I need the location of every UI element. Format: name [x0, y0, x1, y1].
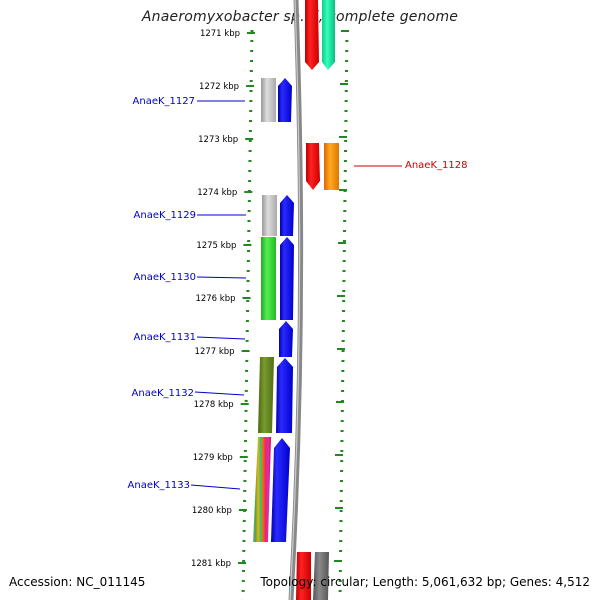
gene-leader-lines — [190, 100, 402, 490]
scale-tick-label: 1273 kbp — [198, 135, 238, 145]
scale-tick-label: 1274 kbp — [197, 188, 237, 198]
scale-tick-label: 1279 kbp — [193, 453, 233, 463]
gene-block-multicolor — [253, 437, 271, 542]
gene-block-orange — [324, 143, 339, 190]
scale-tick-label: 1281 kbp — [191, 559, 231, 569]
gene-arrow-blue — [280, 237, 294, 320]
gene-label-anaek-1128[interactable]: AnaeK_1128 — [405, 160, 467, 171]
gene-label-anaek-1129[interactable]: AnaeK_1129 — [134, 210, 196, 221]
genome-title: Anaeromyxobacter sp. K, complete genome — [141, 9, 459, 25]
gene-arrow-blue — [280, 195, 294, 236]
scale-tick-label: 1271 kbp — [200, 29, 240, 39]
gene-block-grey — [262, 195, 277, 236]
gene-arrow-blue — [276, 358, 293, 433]
gene-label-anaek-1127[interactable]: AnaeK_1127 — [133, 96, 195, 107]
gene-arrow-blue — [278, 78, 292, 122]
scale-tick-label: 1278 kbp — [194, 400, 234, 410]
gene-arrow-blue — [271, 438, 290, 542]
scale-tick-label: 1275 kbp — [196, 241, 236, 251]
accession-text: Accession: NC_011145 — [9, 575, 146, 589]
scale-tick-label: 1276 kbp — [195, 294, 235, 304]
chromosome-backbone — [288, 0, 304, 600]
scale-tick-label: 1277 kbp — [195, 347, 235, 357]
gene-block-grey — [261, 78, 276, 122]
right-ticks — [334, 30, 349, 562]
gene-block-olive — [258, 357, 274, 433]
scale-ticks: 1271 kbp 1272 kbp 1273 kbp 1274 kbp 1275 kbp… — [191, 29, 255, 569]
left-guide-track — [241, 29, 254, 600]
scale-tick-label: 1272 kbp — [199, 82, 239, 92]
gene-block-dark — [313, 552, 329, 600]
gene-label-anaek-1130[interactable]: AnaeK_1130 — [134, 272, 196, 283]
chromosome-backbone-highlight — [289, 0, 301, 600]
gene-label-anaek-1131[interactable]: AnaeK_1131 — [134, 332, 196, 343]
gene-features — [253, 0, 339, 600]
gene-block-green — [261, 237, 276, 320]
scale-tick-label: 1280 kbp — [192, 506, 232, 516]
gene-arrow-red — [306, 143, 320, 190]
topology-text: Topology: circular; Length: 5,061,632 bp… — [260, 575, 590, 589]
gene-block-red — [296, 552, 311, 600]
gene-arrow-teal — [322, 0, 335, 70]
gene-arrow-blue — [279, 321, 293, 357]
gene-arrow-red — [305, 0, 319, 70]
right-guide-track — [338, 29, 349, 600]
gene-label-anaek-1132[interactable]: AnaeK_1132 — [132, 388, 194, 399]
gene-label-anaek-1133[interactable]: AnaeK_1133 — [128, 480, 190, 491]
